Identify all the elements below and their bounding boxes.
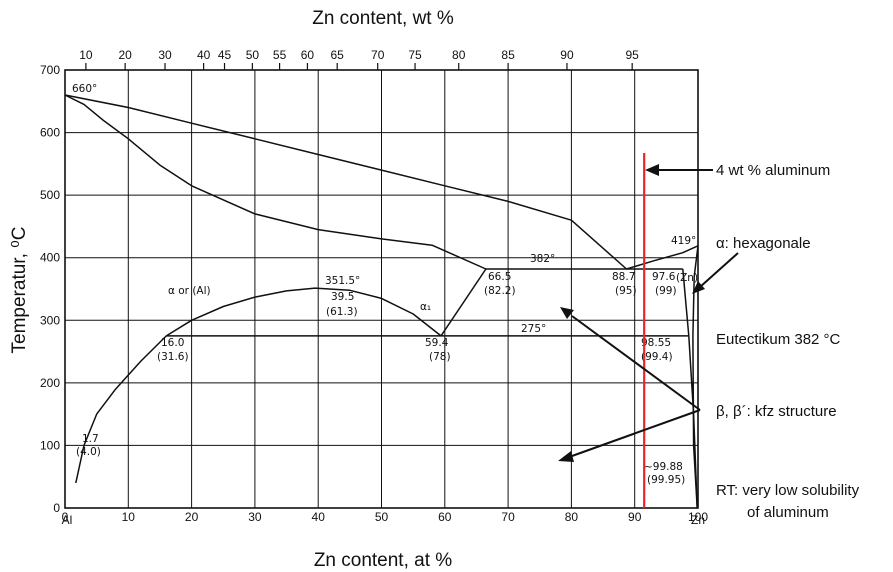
- label-351-5: 351.5°: [325, 275, 360, 287]
- wt-tick-label: 55: [273, 48, 287, 62]
- arrow-heads: [558, 164, 705, 462]
- label-1-7: 1.7: [82, 433, 99, 445]
- label-275: 275°: [521, 323, 546, 335]
- label-59-4: 59.4: [425, 337, 449, 349]
- x-tick-label: 40: [312, 510, 326, 524]
- y-tick-label: 200: [40, 376, 60, 390]
- arrow-hexagonal: [699, 252, 739, 288]
- grid: [64, 63, 699, 509]
- x-tick-label: 70: [501, 510, 515, 524]
- y-tick-label: 0: [53, 501, 60, 515]
- arrow-kfz-lower: [571, 409, 701, 457]
- x-tick-label: 50: [375, 510, 389, 524]
- y-tick-label: 700: [40, 63, 60, 77]
- annotation-hexagonal: α: hexagonale: [716, 235, 811, 252]
- x-tick-label: 90: [628, 510, 642, 524]
- x-tick-label: 60: [438, 510, 452, 524]
- wt-tick-label: 40: [197, 48, 211, 62]
- diagram-labels: 660° 419° 351.5° 39.5 (61.3) 382° 275° α…: [72, 83, 698, 486]
- curve-zn-solvus: [682, 268, 698, 509]
- y-tick-label: 500: [40, 188, 60, 202]
- arrowhead-kfz-lower: [558, 451, 574, 462]
- annotation-rt-line2: of aluminum: [747, 504, 829, 521]
- bottom-axis-title: Zn content, at %: [314, 550, 452, 571]
- wt-tick-label: 90: [560, 48, 574, 62]
- x-tick-label: 30: [248, 510, 262, 524]
- curve-zn-solvus-right: [692, 245, 699, 509]
- annotation-arrows: [571, 169, 739, 457]
- wt-tick-label: 50: [246, 48, 260, 62]
- label-66-5: 66.5: [488, 271, 511, 283]
- arrowhead-aluminum: [645, 164, 659, 176]
- label-82-2: (82.2): [484, 285, 516, 297]
- wt-tick-label: 20: [118, 48, 132, 62]
- al-end-label: Al: [62, 513, 73, 527]
- wt-tick-label: 80: [452, 48, 466, 62]
- y-tick-label: 600: [40, 126, 60, 140]
- wt-tick-label: 60: [301, 48, 315, 62]
- top-axis-title: Zn content, wt %: [312, 8, 454, 29]
- label-88-7: 88.7: [612, 271, 635, 283]
- wt-tick-label: 95: [625, 48, 639, 62]
- wt-tick-label: 85: [501, 48, 515, 62]
- y-tick-label: 300: [40, 313, 60, 327]
- wt-tick-label: 70: [371, 48, 385, 62]
- wt-tick-label: 10: [79, 48, 93, 62]
- phase-boundaries: [64, 94, 699, 509]
- y-tick-label: 100: [40, 438, 60, 452]
- arrowhead-kfz-upper: [560, 307, 574, 319]
- x-tick-label: 20: [185, 510, 199, 524]
- label-31-6: (31.6): [157, 351, 189, 363]
- annotation-rt-line1: RT: very low solubility: [716, 482, 860, 499]
- label-4-0: (4.0): [76, 446, 101, 458]
- label-419: 419°: [671, 235, 696, 247]
- annotation-aluminum: 4 wt % aluminum: [716, 162, 830, 179]
- curve-miscibility-dome: [165, 287, 442, 337]
- x-tick-label: 10: [122, 510, 136, 524]
- label-99-88: ~99.88: [644, 461, 683, 473]
- zn-end-label: Zn: [691, 513, 705, 527]
- y-axis-title: Temperatur, ⁰C: [9, 227, 30, 354]
- label-78: (78): [429, 351, 451, 363]
- annotations: 4 wt % aluminum α: hexagonale Eutectikum…: [716, 162, 860, 521]
- label-98-55: 98.55: [641, 337, 671, 349]
- tick-labels: 0 10 20 30 40 50 60 70 80 90 100 0 100 200 300 400 500 60…: [40, 48, 708, 524]
- wt-tick-label: 65: [331, 48, 345, 62]
- x-tick-label: 0: [62, 510, 69, 524]
- label-99: (99): [655, 285, 677, 297]
- curve-liquidus: [64, 94, 487, 270]
- x-tick-label: 100: [688, 510, 708, 524]
- annotation-kfz: β, β´: kfz structure: [716, 403, 837, 420]
- arrow-kfz-upper: [571, 315, 701, 411]
- label-16-0: 16.0: [161, 337, 184, 349]
- x-tick-label: 80: [565, 510, 579, 524]
- label-97-6: 97.6: [652, 271, 676, 283]
- y-tick-label: 400: [40, 251, 60, 265]
- label-99-95: (99.95): [647, 474, 685, 486]
- curve-liquidus-zn: [626, 245, 699, 270]
- label-zn-phase: (Zn): [676, 272, 698, 284]
- label-95: (95): [615, 285, 637, 297]
- label-382: 382°: [530, 253, 555, 265]
- label-660: 660°: [72, 83, 97, 95]
- label-99-4: (99.4): [641, 351, 673, 363]
- wt-tick-label: 30: [158, 48, 172, 62]
- arrowhead-hexagonal: [692, 281, 705, 294]
- curve-solvus-al: [75, 335, 167, 484]
- annotation-eutectic: Eutectikum 382 °C: [716, 331, 841, 348]
- wt-tick-label: 75: [408, 48, 422, 62]
- label-39-5: 39.5: [331, 291, 354, 303]
- label-alpha-al: α or (Al): [168, 285, 211, 297]
- label-61-3: (61.3): [326, 306, 358, 318]
- wt-tick-label: 45: [218, 48, 232, 62]
- curve-alpha1-right: [440, 268, 487, 337]
- label-alpha1: α₁: [420, 301, 431, 313]
- curve-solidus-al: [64, 94, 627, 270]
